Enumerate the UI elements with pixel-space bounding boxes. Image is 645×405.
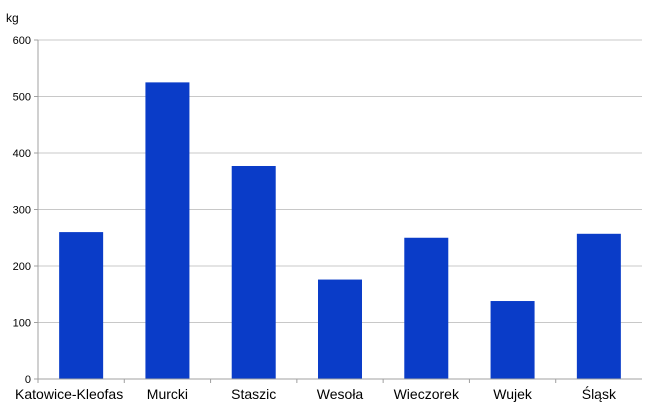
y-axis-ticks: 0 100 200 300 400 500 600 xyxy=(13,35,38,386)
bar-6 xyxy=(576,233,621,379)
y-tick-label: 500 xyxy=(13,92,31,104)
gridlines xyxy=(38,39,642,323)
x-category-label: Wesoła xyxy=(317,386,364,402)
bar-4 xyxy=(404,237,449,379)
y-tick-label: 300 xyxy=(13,205,31,217)
x-category-label: Staszic xyxy=(231,386,276,402)
x-category-label: Katowice-Kleofas xyxy=(15,386,123,402)
y-tick-label: 600 xyxy=(13,35,31,47)
x-category-label: Wieczorek xyxy=(394,386,460,402)
bar-2 xyxy=(231,165,276,379)
x-category-label: Murcki xyxy=(147,386,188,402)
bar-3 xyxy=(318,279,362,379)
y-tick-label: 100 xyxy=(13,318,31,330)
x-axis-labels: Katowice-Kleofas Murcki Staszic Wesoła Wiecz… xyxy=(15,379,617,402)
y-axis-unit-label: kg xyxy=(6,11,19,25)
bars xyxy=(59,82,621,379)
y-tick-label: 400 xyxy=(13,148,31,160)
y-tick-label: 200 xyxy=(13,261,31,273)
bar-0 xyxy=(59,232,104,379)
x-category-label: Śląsk xyxy=(582,385,617,402)
x-category-label: Wujek xyxy=(493,386,533,402)
bar-5 xyxy=(490,301,535,379)
y-tick-label: 0 xyxy=(25,374,31,386)
bar-1 xyxy=(145,82,190,379)
